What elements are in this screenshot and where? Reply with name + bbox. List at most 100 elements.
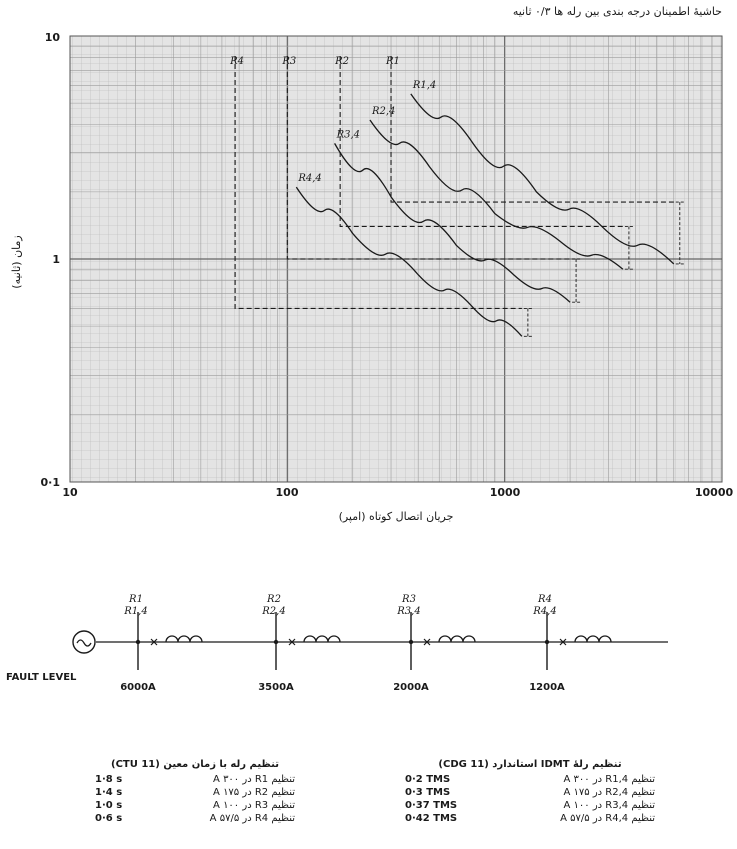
idmt-curve [295, 186, 523, 337]
settings-desc: تنظیم R3,4 در ۱۰۰ A [563, 800, 655, 811]
settings-value: 1·0 s [95, 800, 123, 811]
settings-value: 0·6 s [95, 813, 123, 824]
definite-time-line [339, 56, 623, 227]
idmt-settings-rows: تنظیم R1,4 در ۳۰۰ A 0·2 TMS تنظیم R2,4 در … [405, 773, 655, 825]
settings-desc: تنظیم R4,4 در ۵۷/۵ A [560, 813, 655, 824]
settings-row: تنظیم R1 در ۳۰۰ A 1·8 s [95, 773, 295, 786]
junction-dot [544, 639, 550, 645]
grading-margin-bracket [572, 258, 581, 303]
settings-desc: تنظیم R2,4 در ۱۷۵ A [563, 787, 655, 798]
idmt-settings-table: تنظیم رلهٔ IDMT استاندارد (CDG 11) تنظیم… [405, 758, 655, 825]
idmt-curve-label: R2,4 [371, 106, 395, 117]
settings-value: 0·2 TMS [405, 774, 451, 785]
idmt-settings-title: تنظیم رلهٔ IDMT استاندارد (CDG 11) [438, 759, 622, 770]
definite-time-label: R4 [229, 56, 244, 67]
x-tick-label: 10000 [695, 486, 734, 499]
idmt-relay-label: R1,4 [123, 606, 147, 617]
definite-time-characteristics [234, 56, 674, 310]
grading-margin-bracket [523, 308, 532, 337]
fault-level-value: 2000A [393, 682, 429, 693]
circuit-breaker-icon [150, 638, 158, 646]
definite-time-line [390, 56, 674, 203]
idmt-curve [410, 93, 675, 265]
idmt-curve [369, 119, 624, 270]
settings-desc: تنظیم R4 در ۵۷/۵ A [209, 813, 295, 824]
grading-margin-bracket [675, 201, 684, 265]
settings-value: 0·37 TMS [405, 800, 458, 811]
circuit-breaker-icon [423, 638, 431, 646]
y-tick-label: 1 [52, 253, 60, 266]
y-tick-label: 0·1 [41, 476, 61, 489]
grading-margin-bracket [624, 225, 633, 270]
y-axis-title: زمان (ثانیه) [10, 235, 23, 288]
current-transformer-icon [303, 635, 341, 643]
relay-label: R3 [401, 594, 416, 605]
relay-label: R4 [537, 594, 552, 605]
idmt-curve-label: R1,4 [412, 80, 436, 91]
plot-frame [69, 35, 723, 483]
settings-desc: تنظیم R1,4 در ۳۰۰ A [563, 774, 655, 785]
settings-value: 1·4 s [95, 787, 123, 798]
definite-time-line [286, 56, 571, 260]
idmt-relay-label: R2,4 [261, 606, 285, 617]
settings-value: 0·3 TMS [405, 787, 451, 798]
definite-time-label: R1 [385, 56, 400, 67]
settings-row: تنظیم R2 در ۱۷۵ A 1·4 s [95, 786, 295, 799]
relay-label: R1 [128, 594, 143, 605]
sine-wave-icon [76, 639, 92, 647]
idmt-curve-label: R4,4 [297, 173, 321, 184]
settings-value: 1·8 s [95, 774, 123, 785]
junction-dot [273, 639, 279, 645]
x-tick-label: 10 [62, 486, 78, 499]
settings-row: تنظیم R3 در ۱۰۰ A 1·0 s [95, 799, 295, 812]
definite-settings-rows: تنظیم R1 در ۳۰۰ A 1·8 s تنظیم R2 در ۱۷۵ A 1… [95, 773, 295, 825]
definite-time-label: R3 [281, 56, 296, 67]
settings-row: تنظیم R2,4 در ۱۷۵ A 0·3 TMS [405, 786, 655, 799]
y-tick-label: 10 [45, 31, 61, 44]
fault-level-value: 6000A [120, 682, 156, 693]
relay-label: R2 [266, 594, 281, 605]
settings-desc: تنظیم R1 در ۳۰۰ A [213, 774, 295, 785]
fault-level-label: FAULT LEVEL [6, 672, 77, 683]
settings-row: تنظیم R4 در ۵۷/۵ A 0·6 s [95, 812, 295, 825]
x-tick-label: 100 [276, 486, 299, 499]
junction-dot [408, 639, 414, 645]
current-transformer-icon [165, 635, 203, 643]
circuit-breaker-icon [559, 638, 567, 646]
current-transformer-icon [438, 635, 476, 643]
settings-desc: تنظیم R3 در ۱۰۰ A [213, 800, 295, 811]
idmt-characteristics [295, 93, 675, 337]
fault-level-value: 1200A [529, 682, 565, 693]
decade-grid [70, 36, 722, 482]
idmt-curve [334, 143, 571, 303]
settings-row: تنظیم R3,4 در ۱۰۰ A 0·37 TMS [405, 799, 655, 812]
definite-time-label: R2 [334, 56, 349, 67]
idmt-relay-label: R4,4 [532, 606, 556, 617]
log-log-plot: R4 R3 R2 R1 R4,4 R3,4 R2,4 R1,4 [69, 35, 723, 483]
settings-row: تنظیم R1,4 در ۳۰۰ A 0·2 TMS [405, 773, 655, 786]
settings-row: تنظیم R4,4 در ۵۷/۵ A 0·42 TMS [405, 812, 655, 825]
definite-settings-title: تنظیم رله با زمان معین (CTU 11) [111, 759, 279, 770]
settings-value: 0·42 TMS [405, 813, 458, 824]
x-axis-title: جریان اتصال کوتاه (امپر) [339, 510, 454, 523]
idmt-curve-label: R3,4 [336, 129, 360, 140]
x-tick-label: 1000 [490, 486, 521, 499]
fault-level-value: 3500A [258, 682, 294, 693]
grading-margin-marks [523, 201, 684, 337]
circuit-breaker-icon [288, 638, 296, 646]
curve-labels: R4 R3 R2 R1 R4,4 R3,4 R2,4 R1,4 [229, 56, 436, 184]
definite-time-line [234, 56, 522, 310]
definite-settings-table: تنظیم رله با زمان معین (CTU 11) تنظیم R1… [95, 758, 295, 825]
settings-desc: تنظیم R2 در ۱۷۵ A [213, 787, 295, 798]
junction-dot [135, 639, 141, 645]
idmt-relay-label: R3,4 [396, 606, 420, 617]
current-transformer-icon [574, 635, 612, 643]
margin-note: حاشیهٔ اطمینان درجه بندی بین رله ها ۰/۳ … [513, 5, 722, 18]
